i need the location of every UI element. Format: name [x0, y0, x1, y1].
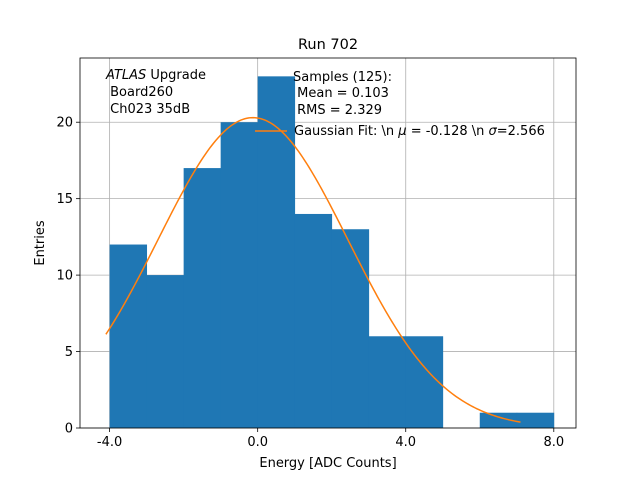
channel-annotation: Ch023 35dB [106, 102, 190, 117]
bars-layer [109, 76, 555, 428]
histogram-bar [294, 213, 333, 428]
y-axis-label: Entries [33, 220, 48, 266]
x-tick-label: 4.0 [395, 435, 416, 450]
histogram-bar [516, 412, 555, 428]
gaussian-fit-curve [105, 116, 521, 423]
plot-frame [79, 57, 577, 429]
y-tick-label: 5 [65, 345, 73, 360]
histogram-bar [183, 168, 222, 428]
board-annotation: Board260 [106, 85, 173, 100]
ticks-layer: -4.0 0.0 4.0 8.0 0 5 10 15 20 [56, 116, 564, 450]
x-tick-label: 8.0 [543, 435, 564, 450]
x-axis-label: Energy [ADC Counts] [259, 456, 396, 471]
fit-mid: = -0.128 \n [407, 124, 489, 139]
histogram-bar [109, 244, 148, 428]
histogram-bar [220, 122, 259, 428]
fit-prefix: Gaussian Fit: \n [294, 124, 398, 139]
mean-annotation: Mean = 0.103 [293, 86, 389, 101]
atlas-annotation: ATLAS Upgrade [105, 68, 206, 83]
fit-mu-symbol: μ [397, 124, 406, 139]
histogram-bar [146, 275, 185, 428]
histogram-bar [479, 412, 518, 428]
y-tick-label: 10 [56, 269, 73, 284]
y-tick-label: 0 [65, 422, 73, 437]
atlas-italic-label: ATLAS [105, 68, 146, 83]
histogram-bar [368, 336, 407, 428]
x-tick-label: -4.0 [97, 435, 122, 450]
histogram-bar [257, 76, 296, 428]
y-tick-label: 15 [56, 192, 73, 207]
x-tick-label: 0.0 [247, 435, 268, 450]
fit-sigma-symbol: σ [489, 124, 498, 139]
fit-suffix: =2.566 [497, 124, 545, 139]
rms-annotation: RMS = 2.329 [293, 103, 382, 118]
samples-annotation: Samples (125): [293, 70, 392, 85]
fit-annotation: Gaussian Fit: \n μ = -0.128 \n σ=2.566 [294, 124, 545, 139]
y-tick-label: 20 [56, 116, 73, 131]
histogram-bar [331, 229, 370, 428]
atlas-upgrade-label: Upgrade [146, 68, 206, 83]
chart-title: Run 702 [298, 37, 358, 53]
